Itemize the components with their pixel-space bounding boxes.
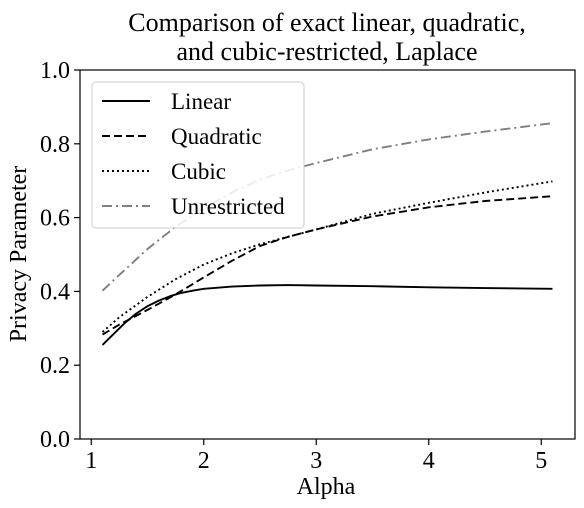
series-line-quadratic bbox=[102, 195, 553, 336]
series-line-linear bbox=[101, 284, 553, 346]
legend-entries: Linear Quadratic Cubic Unrestricted bbox=[102, 89, 285, 219]
x-tick-label: 3 bbox=[310, 448, 322, 474]
y-axis-label: Privacy Parameter bbox=[6, 166, 32, 343]
legend-label-linear: Linear bbox=[171, 89, 231, 114]
legend: Linear Quadratic Cubic Unrestricted bbox=[91, 81, 305, 229]
plot-frame bbox=[79, 69, 576, 440]
x-tick-label: 4 bbox=[423, 448, 435, 474]
x-tick-label: 1 bbox=[85, 448, 97, 474]
legend-box bbox=[91, 81, 305, 229]
chart-title-line-2: and cubic-restricted, Laplace bbox=[177, 37, 478, 66]
y-tick-label: 0.4 bbox=[40, 279, 70, 305]
y-tick-label: 0.8 bbox=[40, 132, 70, 158]
y-tick-label: 0.2 bbox=[40, 353, 70, 379]
legend-label-quadratic: Quadratic bbox=[171, 124, 262, 149]
y-tick-label: 0.0 bbox=[40, 427, 70, 453]
x-axis-label: Alpha bbox=[297, 474, 356, 500]
series-line-cubic bbox=[101, 180, 553, 333]
y-tick-label: 1.0 bbox=[40, 58, 70, 84]
legend-label-unrestricted: Unrestricted bbox=[171, 194, 285, 219]
y-tick-label: 0.6 bbox=[40, 206, 70, 232]
x-axis-ticks: 1 2 3 4 5 bbox=[85, 439, 547, 474]
legend-label-cubic: Cubic bbox=[171, 159, 226, 184]
y-axis-ticks: 0.0 0.2 0.4 0.6 0.8 1.0 bbox=[40, 58, 80, 453]
x-tick-label: 2 bbox=[198, 448, 210, 474]
x-tick-label: 5 bbox=[535, 448, 547, 474]
chart-title-line-1: Comparison of exact linear, quadratic, bbox=[128, 8, 525, 37]
